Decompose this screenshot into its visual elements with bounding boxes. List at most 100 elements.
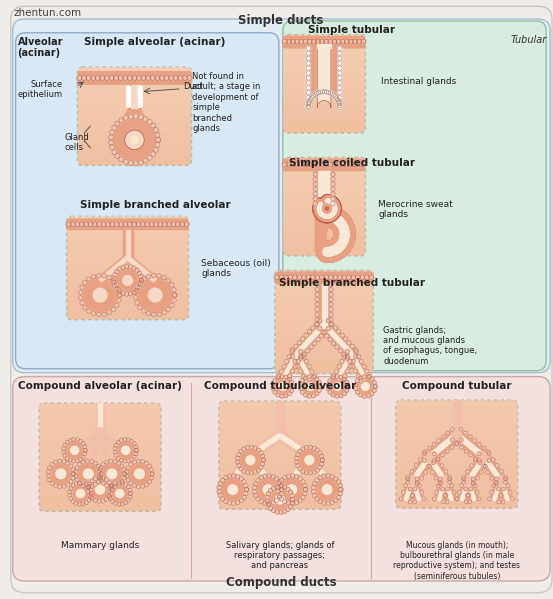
Bar (283, 108, 366, 113)
FancyBboxPatch shape (283, 158, 366, 256)
Circle shape (288, 504, 293, 509)
Polygon shape (408, 479, 424, 502)
Circle shape (299, 369, 302, 373)
Circle shape (272, 386, 275, 391)
Circle shape (79, 295, 83, 300)
Circle shape (267, 486, 293, 512)
Circle shape (170, 283, 174, 287)
Circle shape (338, 76, 342, 80)
Circle shape (89, 492, 93, 495)
Polygon shape (228, 452, 255, 483)
Circle shape (83, 452, 87, 456)
Circle shape (329, 307, 333, 311)
Bar (219, 418, 341, 423)
Circle shape (162, 310, 166, 314)
Circle shape (90, 479, 94, 483)
Circle shape (328, 39, 333, 44)
Circle shape (155, 75, 160, 80)
Circle shape (303, 488, 307, 492)
Circle shape (107, 469, 117, 479)
Circle shape (71, 483, 75, 488)
Bar (219, 407, 341, 412)
Circle shape (290, 474, 295, 478)
Circle shape (422, 497, 426, 501)
Circle shape (129, 458, 133, 461)
Circle shape (286, 474, 291, 479)
Circle shape (295, 500, 299, 504)
Text: Surface
epithelium: Surface epithelium (18, 80, 63, 99)
Polygon shape (126, 230, 129, 258)
Circle shape (306, 66, 311, 70)
Circle shape (479, 470, 483, 474)
Circle shape (338, 105, 342, 110)
Bar (283, 113, 366, 118)
Circle shape (320, 462, 324, 466)
Circle shape (256, 478, 260, 482)
Circle shape (448, 476, 452, 479)
Circle shape (362, 394, 366, 398)
Circle shape (326, 326, 331, 331)
Bar (67, 258, 189, 263)
Circle shape (284, 275, 288, 280)
Circle shape (313, 196, 317, 201)
Circle shape (307, 364, 311, 368)
Circle shape (63, 443, 67, 447)
Circle shape (441, 453, 445, 457)
Circle shape (463, 476, 473, 486)
Circle shape (308, 445, 312, 450)
Circle shape (370, 392, 374, 396)
Circle shape (311, 39, 316, 44)
Circle shape (113, 485, 117, 488)
Circle shape (318, 465, 322, 470)
Circle shape (331, 376, 335, 380)
Circle shape (464, 449, 468, 453)
Circle shape (331, 374, 336, 379)
Bar (396, 443, 518, 449)
Circle shape (300, 379, 304, 383)
Circle shape (312, 374, 317, 379)
Circle shape (111, 307, 116, 311)
Circle shape (149, 468, 153, 471)
Circle shape (81, 460, 85, 464)
Circle shape (81, 502, 85, 506)
Circle shape (434, 491, 439, 494)
Circle shape (329, 282, 333, 286)
Circle shape (320, 454, 324, 458)
Bar (77, 67, 191, 72)
Bar (283, 162, 366, 167)
Circle shape (487, 450, 491, 454)
Circle shape (343, 374, 347, 378)
Circle shape (239, 449, 243, 453)
Polygon shape (463, 454, 489, 484)
Circle shape (114, 222, 119, 227)
Circle shape (306, 81, 311, 85)
Circle shape (286, 507, 290, 512)
Bar (77, 136, 191, 141)
Circle shape (299, 39, 304, 44)
Circle shape (444, 494, 448, 497)
Circle shape (121, 291, 125, 295)
Circle shape (114, 283, 119, 287)
Polygon shape (110, 446, 127, 465)
Circle shape (153, 128, 158, 132)
Bar (283, 44, 366, 50)
Circle shape (440, 476, 450, 486)
Circle shape (459, 427, 463, 431)
Circle shape (68, 490, 72, 494)
Circle shape (460, 484, 463, 488)
Circle shape (298, 498, 302, 503)
Circle shape (187, 75, 192, 80)
Circle shape (144, 483, 148, 486)
Circle shape (79, 439, 82, 443)
Circle shape (427, 446, 431, 450)
Text: Mammary glands: Mammary glands (61, 541, 139, 550)
Circle shape (445, 449, 449, 453)
Circle shape (128, 161, 133, 165)
Circle shape (446, 431, 450, 435)
Bar (283, 236, 366, 241)
Circle shape (271, 474, 275, 479)
Circle shape (86, 486, 91, 489)
FancyBboxPatch shape (13, 377, 550, 581)
Bar (77, 116, 191, 121)
Bar (283, 207, 366, 211)
